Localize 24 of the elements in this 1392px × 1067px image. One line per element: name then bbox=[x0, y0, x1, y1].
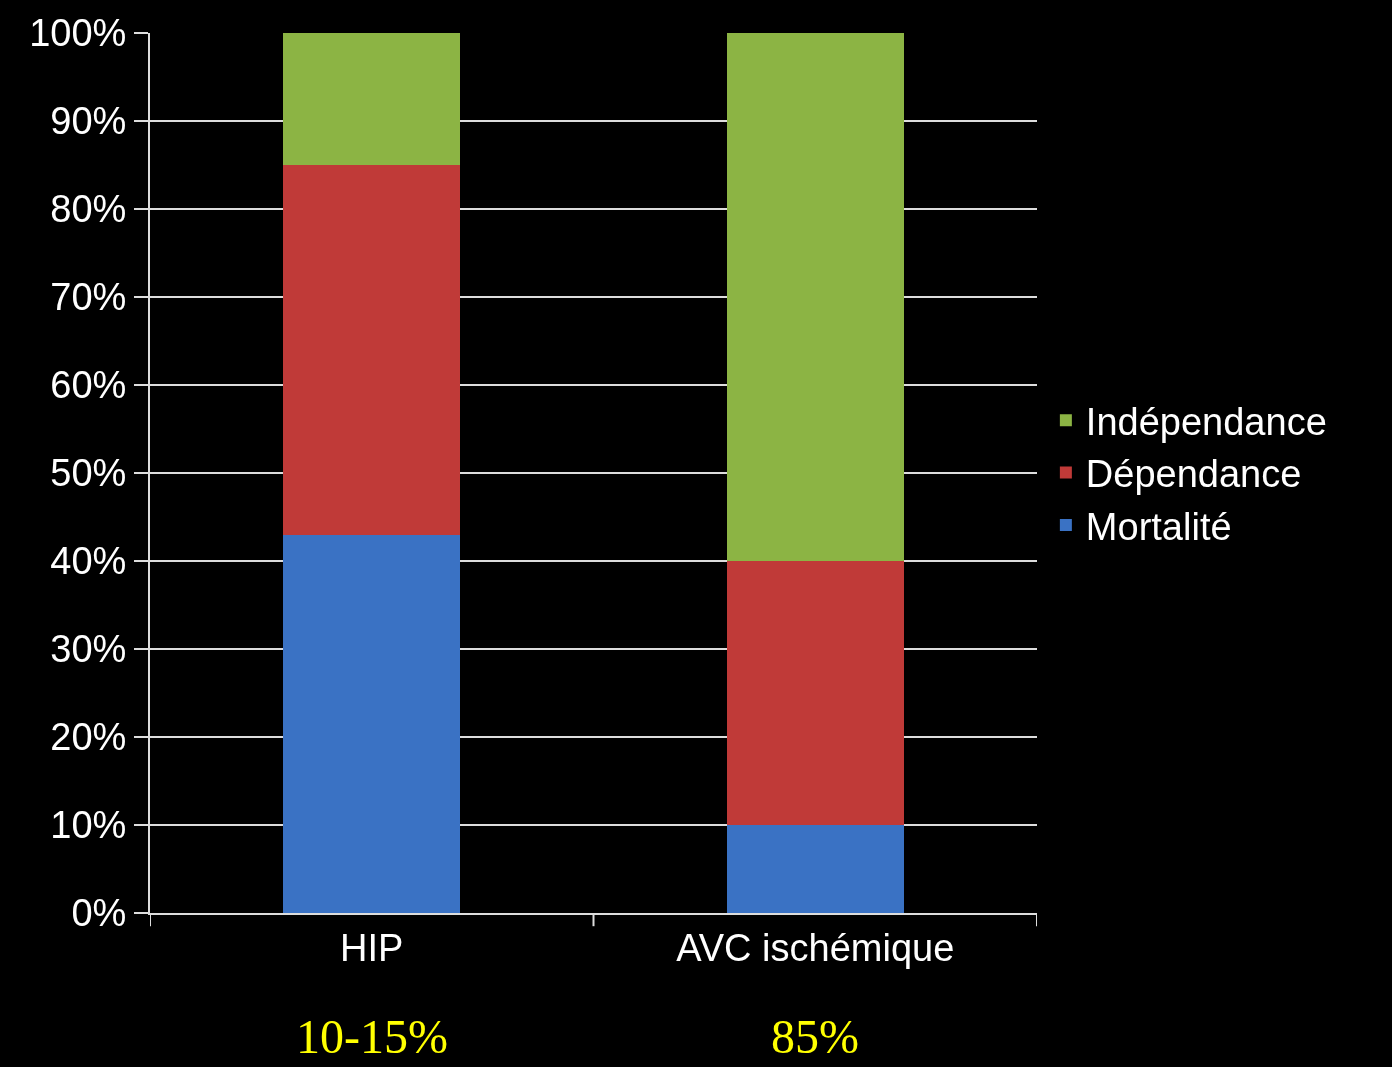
text: 85% bbox=[771, 1010, 859, 1063]
y-tick-label: 100% bbox=[29, 12, 127, 55]
text: 10-15% bbox=[296, 1010, 448, 1063]
y-tick-label: 50% bbox=[50, 452, 127, 495]
bar bbox=[283, 165, 461, 535]
bar bbox=[726, 825, 904, 913]
x-tick-label: HIP bbox=[340, 926, 404, 969]
y-tick-label: 80% bbox=[50, 188, 127, 231]
x-tick-label: AVC ischémique bbox=[676, 926, 955, 969]
y-tick-label: 10% bbox=[50, 804, 127, 847]
bar bbox=[726, 33, 904, 561]
y-tick-label: 40% bbox=[50, 540, 127, 583]
y-tick-label: 70% bbox=[50, 276, 127, 319]
y-tick-label: 60% bbox=[50, 364, 127, 407]
y-tick-label: 0% bbox=[71, 892, 127, 935]
y-tick-label: 30% bbox=[50, 628, 127, 671]
y-tick-label: 90% bbox=[50, 100, 127, 143]
y-tick-label: 20% bbox=[50, 716, 127, 759]
legend-label: Indépendance bbox=[1085, 401, 1327, 444]
legend-label: Mortalité bbox=[1085, 505, 1232, 548]
bar bbox=[283, 534, 461, 913]
bar bbox=[283, 33, 461, 165]
legend-label: Dépendance bbox=[1085, 453, 1302, 496]
bar bbox=[726, 561, 904, 825]
